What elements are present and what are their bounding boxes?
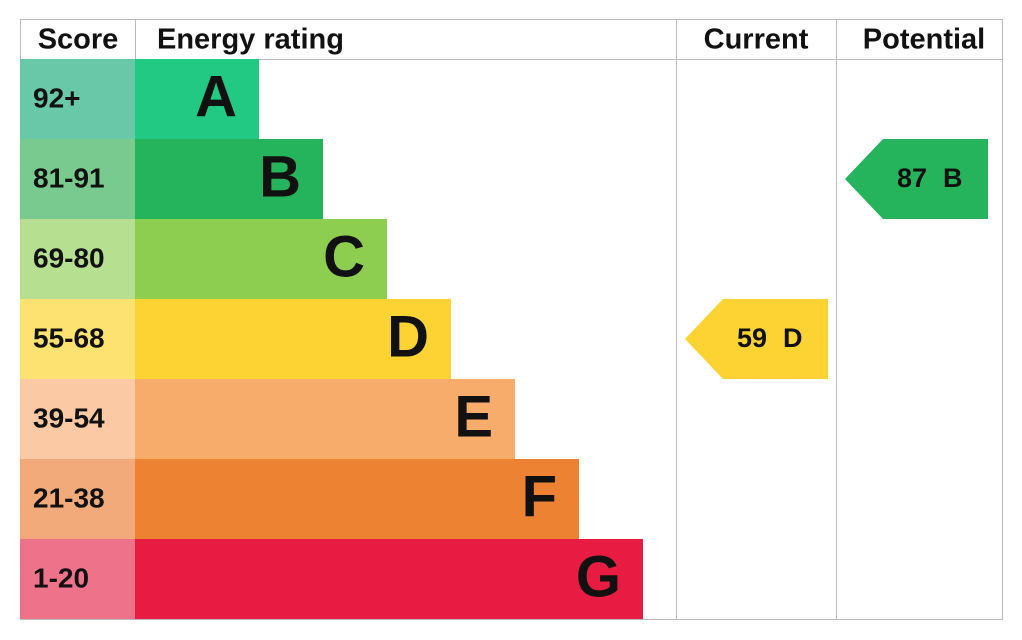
score-label: 81-91 (33, 162, 105, 193)
rating-letter: C (323, 224, 365, 289)
rating-bar (135, 539, 643, 619)
potential-arrow (845, 139, 988, 219)
rating-letter: G (576, 544, 621, 609)
rating-bar (135, 139, 323, 219)
score-label: 21-38 (33, 482, 105, 513)
rating-letter: E (454, 384, 493, 449)
score-cell (20, 139, 135, 219)
score-cell (20, 459, 135, 539)
header-potential: Potential (863, 24, 985, 56)
header-rating: Energy rating (157, 24, 344, 56)
potential-value: 87 (897, 163, 927, 193)
header-score: Score (38, 24, 119, 56)
header-current: Current (704, 24, 809, 56)
score-cell (20, 59, 135, 139)
score-label: 1-20 (33, 562, 89, 593)
potential-letter: B (943, 163, 963, 193)
rating-letter: D (387, 304, 429, 369)
rating-bar (135, 379, 515, 459)
score-cell (20, 299, 135, 379)
score-label: 39-54 (33, 402, 105, 433)
rating-bar (135, 59, 259, 139)
score-cell (20, 379, 135, 459)
score-cell (20, 539, 135, 619)
current-arrow (685, 299, 828, 379)
score-label: 92+ (33, 82, 81, 113)
rating-letter: F (522, 464, 557, 529)
current-value: 59 (737, 323, 767, 353)
rating-bar (135, 459, 579, 539)
score-label: 69-80 (33, 242, 105, 273)
rating-letter: B (259, 144, 301, 209)
score-cell (20, 219, 135, 299)
rating-bar (135, 219, 387, 299)
rating-bar (135, 299, 451, 379)
rating-letter: A (195, 64, 237, 129)
score-label: 55-68 (33, 322, 105, 353)
current-letter: D (783, 323, 803, 353)
